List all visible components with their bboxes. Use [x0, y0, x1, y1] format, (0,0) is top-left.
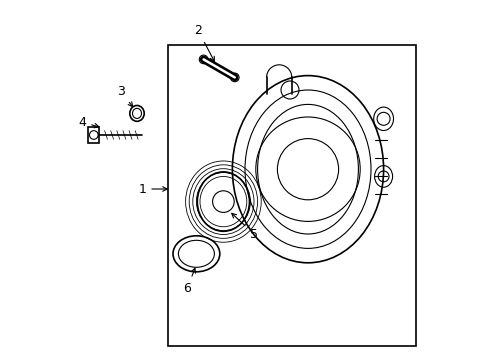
Text: 2: 2 — [194, 24, 214, 61]
Text: 6: 6 — [183, 268, 196, 294]
Text: 1: 1 — [139, 183, 167, 195]
Text: 4: 4 — [78, 116, 99, 129]
Text: 3: 3 — [117, 85, 133, 107]
Bar — [168, 45, 416, 346]
Text: 5: 5 — [232, 213, 258, 240]
